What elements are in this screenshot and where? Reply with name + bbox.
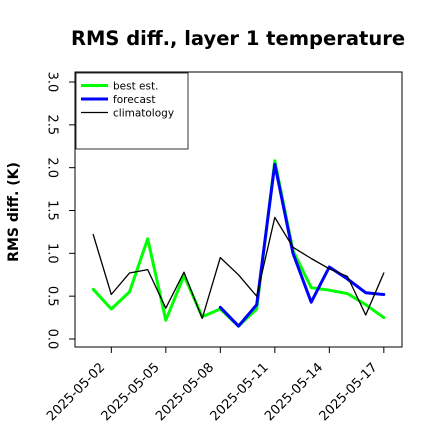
x-tick-label: 2025-05-17: [317, 360, 381, 424]
y-tick-label: 0.0: [45, 329, 60, 350]
legend-label: climatology: [113, 107, 174, 119]
series-line-best-est-: [91, 159, 386, 328]
y-tick-label: 0.5: [45, 286, 60, 307]
chart-title: RMS diff., layer 1 temperature: [71, 27, 405, 50]
series-line-climatology: [92, 216, 385, 320]
legend-label: forecast: [113, 94, 155, 106]
y-tick-label: 1.0: [44, 243, 59, 264]
y-tick-label: 1.5: [45, 200, 60, 221]
x-axis: 2025-05-022025-05-052025-05-082025-05-11…: [44, 347, 385, 424]
y-tick-label: 2.0: [45, 157, 60, 178]
y-axis: 0.0 0.5 1.0 1.5 2.0 2.5 3.0: [44, 72, 75, 350]
y-tick-label: 3.0: [45, 72, 60, 93]
y-tick-label: 2.5: [44, 114, 59, 135]
plot-frame: [74, 71, 403, 348]
legend-label: best est.: [113, 80, 158, 92]
series-layer: [91, 159, 386, 328]
y-axis-label: RMS diff. (K): [6, 162, 22, 262]
series-line-forecast: [218, 162, 386, 328]
